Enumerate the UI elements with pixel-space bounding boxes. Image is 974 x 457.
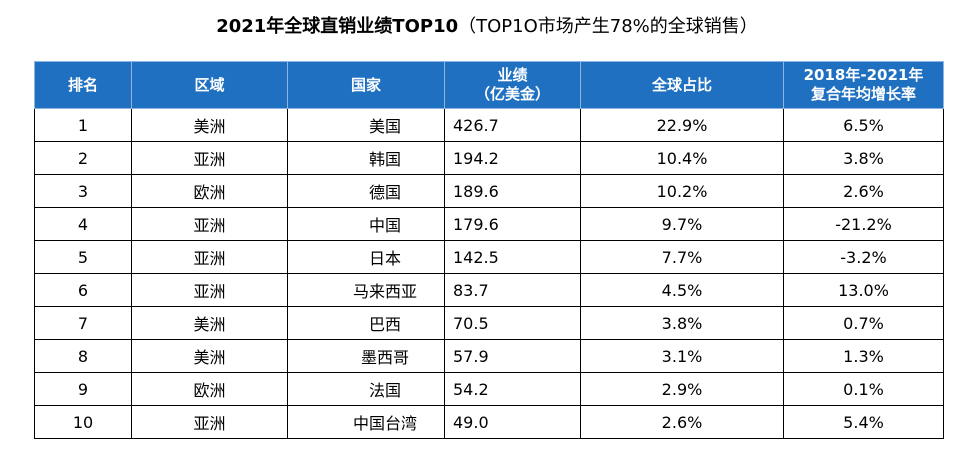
cell-rank: 10 [34,405,132,439]
cell-cagr: 1.3% [783,339,944,373]
cell-region: 亚洲 [131,207,288,241]
title-main: 2021年全球直销业绩TOP10 [216,16,459,37]
table-row: 10 亚洲 中国台湾 49.0 2.6% 5.4% [34,405,944,439]
cell-country: 墨西哥 [287,339,445,373]
cell-country: 巴西 [287,306,445,340]
cell-cagr: 0.7% [783,306,944,340]
cell-region: 欧洲 [131,372,288,406]
cell-share: 3.8% [580,306,784,340]
cell-cagr: 5.4% [783,405,944,439]
country-label: 美国 [368,117,401,136]
country-label: 巴西 [368,315,401,334]
header-share: 全球占比 [580,61,784,109]
cell-country: 德国 [287,174,445,208]
cell-country: 中国台湾 [287,405,445,439]
cell-region: 美洲 [131,108,288,142]
country-label: 中国台湾 [352,414,417,433]
cell-share: 9.7% [580,207,784,241]
cell-cagr: -21.2% [783,207,944,241]
table-row: 8 美洲 墨西哥 57.9 3.1% 1.3% [34,339,944,373]
sales-table: 排名 区域 国家 业绩 （亿美金） 全球占比 2018年-2021年 复合年均增… [34,61,944,439]
cell-sales: 54.2 [444,372,581,406]
cell-sales: 194.2 [444,141,581,175]
cell-region: 亚洲 [131,141,288,175]
table-row: 4 亚洲 中国 179.6 9.7% -21.2% [34,207,944,241]
cell-cagr: 13.0% [783,273,944,307]
country-label: 中国 [368,216,401,235]
table-row: 3 欧洲 德国 189.6 10.2% 2.6% [34,174,944,208]
cell-sales: 179.6 [444,207,581,241]
header-sales-line2: （亿美金） [474,85,550,103]
cell-cagr: 6.5% [783,108,944,142]
cell-share: 22.9% [580,108,784,142]
cell-country: 韩国 [287,141,445,175]
cell-region: 亚洲 [131,405,288,439]
cell-region: 欧洲 [131,174,288,208]
cell-region: 美洲 [131,339,288,373]
cell-rank: 4 [34,207,132,241]
country-label: 韩国 [368,150,401,169]
cell-sales: 49.0 [444,405,581,439]
cell-country: 日本 [287,240,445,274]
title-sub: （TOP1O市场产生78%的全球销售） [458,16,758,37]
country-label: 法国 [368,381,401,400]
cell-share: 2.6% [580,405,784,439]
cell-rank: 7 [34,306,132,340]
table-row: 9 欧洲 法国 54.2 2.9% 0.1% [34,372,944,406]
table-title: 2021年全球直销业绩TOP10（TOP1O市场产生78%的全球销售） [0,12,974,38]
cell-sales: 57.9 [444,339,581,373]
cell-share: 10.2% [580,174,784,208]
table-row: 7 美洲 巴西 70.5 3.8% 0.7% [34,306,944,340]
header-row: 排名 区域 国家 业绩 （亿美金） 全球占比 2018年-2021年 复合年均增… [34,61,944,109]
cell-cagr: 3.8% [783,141,944,175]
header-sales: 业绩 （亿美金） [444,61,581,109]
country-label: 墨西哥 [360,348,409,367]
header-cagr: 2018年-2021年 复合年均增长率 [783,61,944,109]
cell-share: 10.4% [580,141,784,175]
header-cagr-line1: 2018年-2021年 [803,66,924,84]
cell-rank: 6 [34,273,132,307]
cell-region: 美洲 [131,306,288,340]
cell-sales: 83.7 [444,273,581,307]
cell-rank: 5 [34,240,132,274]
table-row: 6 亚洲 马来西亚 83.7 4.5% 13.0% [34,273,944,307]
header-cagr-line2: 复合年均增长率 [810,85,916,103]
cell-sales: 142.5 [444,240,581,274]
cell-country: 马来西亚 [287,273,445,307]
table-row: 1 美洲 美国 426.7 22.9% 6.5% [34,108,944,142]
cell-cagr: -3.2% [783,240,944,274]
cell-rank: 9 [34,372,132,406]
cell-sales: 70.5 [444,306,581,340]
cell-country: 中国 [287,207,445,241]
cell-sales: 189.6 [444,174,581,208]
cell-cagr: 0.1% [783,372,944,406]
header-rank: 排名 [34,61,132,109]
cell-share: 3.1% [580,339,784,373]
country-label: 马来西亚 [352,282,417,301]
cell-rank: 2 [34,141,132,175]
cell-share: 7.7% [580,240,784,274]
cell-rank: 1 [34,108,132,142]
country-label: 日本 [368,249,401,268]
header-region: 区域 [131,61,288,109]
cell-country: 法国 [287,372,445,406]
cell-region: 亚洲 [131,273,288,307]
cell-sales: 426.7 [444,108,581,142]
country-label: 德国 [368,183,401,202]
cell-region: 亚洲 [131,240,288,274]
table-row: 2 亚洲 韩国 194.2 10.4% 3.8% [34,141,944,175]
cell-rank: 8 [34,339,132,373]
cell-share: 4.5% [580,273,784,307]
cell-country: 美国 [287,108,445,142]
cell-share: 2.9% [580,372,784,406]
table-row: 5 亚洲 日本 142.5 7.7% -3.2% [34,240,944,274]
cell-cagr: 2.6% [783,174,944,208]
cell-rank: 3 [34,174,132,208]
header-country: 国家 [287,61,445,109]
header-sales-line1: 业绩 [497,66,528,84]
